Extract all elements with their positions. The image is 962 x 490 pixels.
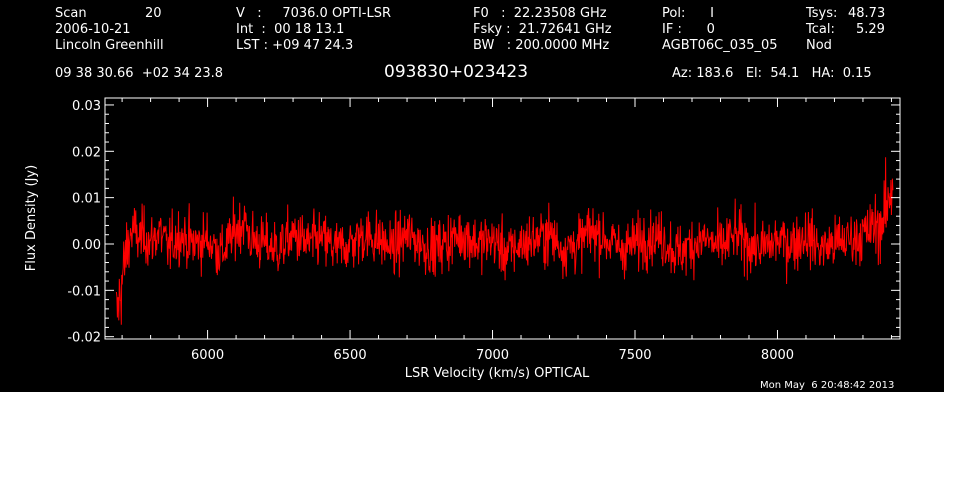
x-tick-label: 7000 <box>476 348 509 363</box>
integration-time: Int : 00 18 13.1 <box>236 22 345 37</box>
x-axis-label: LSR Velocity (km/s) OPTICAL <box>405 366 590 381</box>
y-axis-label: Flux Density (Jy) <box>24 165 39 271</box>
lst-value: LST : +09 47 24.3 <box>236 38 354 53</box>
scan-label: Scan <box>55 6 87 21</box>
observation-date: 2006-10-21 <box>55 22 131 37</box>
bandwidth: BW : 200.0000 MHz <box>473 38 610 53</box>
x-tick-label: 8000 <box>761 348 794 363</box>
y-tick-label: 0.03 <box>72 99 101 114</box>
tsys-label: Tsys: <box>806 6 838 21</box>
y-tick-label: -0.02 <box>67 331 101 346</box>
observer-name: Lincoln Greenhill <box>55 38 164 53</box>
rest-frequency: F0 : 22.23508 GHz <box>473 6 607 21</box>
plot-timestamp: Mon May 6 20:48:42 2013 <box>760 380 895 391</box>
spectrum-series-line <box>115 157 894 325</box>
y-tick-label: 0.00 <box>72 238 101 253</box>
x-tick-label: 7500 <box>618 348 651 363</box>
x-tick-label: 6000 <box>191 348 224 363</box>
velocity-line: V : 7036.0 OPTI-LSR <box>236 6 392 21</box>
scan-number: 20 <box>145 6 162 21</box>
y-tick-label: -0.01 <box>67 284 101 299</box>
tcal-value: 5.29 <box>856 22 885 37</box>
observing-mode: Nod <box>806 38 832 53</box>
spectrum-plot-panel: Scan 20 2006-10-21 Lincoln Greenhill V :… <box>0 0 944 392</box>
plot-frame <box>104 97 901 340</box>
ra-dec: 09 38 30.66 +02 34 23.8 <box>55 66 224 81</box>
az-el-ha: Az: 183.6 El: 54.1 HA: 0.15 <box>672 66 872 81</box>
polarization: Pol: I <box>662 6 714 21</box>
sky-frequency: Fsky : 21.72641 GHz <box>473 22 612 37</box>
x-tick-label: 6500 <box>334 348 367 363</box>
project-id: AGBT06C_035_05 <box>662 38 778 53</box>
flux-spectrum-chart: 6000 6500 7000 7500 8000 -0.02 -0.01 0.00 0.01 0.… <box>24 97 901 381</box>
tsys-value: 48.73 <box>848 6 886 21</box>
if-number: IF : 0 <box>662 22 715 37</box>
tcal-label: Tcal: <box>806 22 835 37</box>
y-tick-label: 0.01 <box>72 192 101 207</box>
y-tick-label: 0.02 <box>72 145 101 160</box>
source-name: 093830+023423 <box>384 62 529 82</box>
